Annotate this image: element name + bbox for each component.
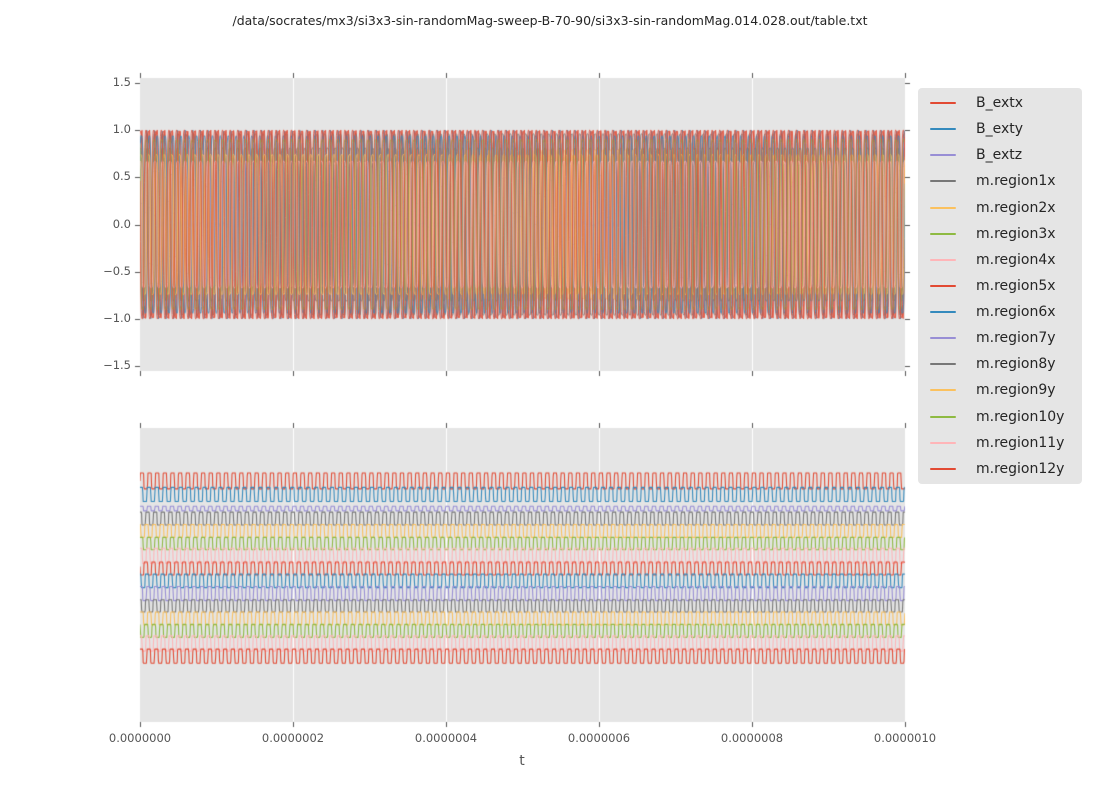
legend-line-sample [930,154,956,157]
legend-item: m.region4x [918,247,1082,273]
legend-item: m.region10y [918,404,1082,430]
legend-label: m.region8y [976,356,1056,373]
legend-item: B_extz [918,142,1082,168]
x-axis-label: t [519,753,525,769]
legend: B_extx B_exty B_extz m.region1x m.region2x m.… [918,88,1082,484]
legend-line-sample [930,467,956,470]
legend-line-sample [930,337,956,340]
legend-line-sample [930,311,956,314]
legend-line-sample [930,206,956,209]
legend-line-sample [930,415,956,418]
legend-line-sample [930,258,956,261]
legend-label: m.region2x [976,199,1056,216]
legend-item: m.region6x [918,299,1082,325]
legend-label: m.region4x [976,251,1056,268]
x-tick-label: 0.0000008 [720,731,784,745]
legend-label: m.region5x [976,277,1056,294]
legend-label: m.region3x [976,225,1056,242]
legend-item: m.region8y [918,351,1082,377]
legend-label: m.region11y [976,434,1065,451]
legend-label: B_exty [976,121,1024,138]
plot-title: /data/socrates/mx3/si3x3-sin-randomMag-s… [232,13,868,28]
legend-label: m.region12y [976,460,1065,477]
y-tick-label: 0.5 [112,169,131,184]
x-tick-label: 0.0000000 [108,731,172,745]
legend-item: m.region2x [918,195,1082,221]
legend-line-sample [930,389,956,392]
legend-label: B_extx [976,95,1024,112]
legend-label: m.region9y [976,382,1056,399]
legend-item: B_exty [918,116,1082,142]
y-tick-label: −1.0 [103,311,131,326]
legend-label: m.region6x [976,304,1056,321]
legend-line-sample [930,284,956,287]
legend-item: m.region1x [918,168,1082,194]
legend-label: m.region1x [976,173,1056,190]
legend-item: B_extx [918,90,1082,116]
x-tick-label: 0.0000006 [567,731,631,745]
legend-label: m.region7y [976,330,1056,347]
y-tick-label: 1.0 [112,121,131,136]
x-tick-label: 0.0000010 [873,731,937,745]
legend-line-sample [930,102,956,105]
legend-line-sample [930,232,956,235]
y-tick-label: 0.0 [112,216,131,231]
legend-item: m.region11y [918,430,1082,456]
legend-item: m.region5x [918,273,1082,299]
legend-item: m.region12y [918,456,1082,482]
y-tick-label: 1.5 [112,74,131,89]
legend-item: m.region3x [918,221,1082,247]
legend-label: m.region10y [976,408,1065,425]
x-tick-label: 0.0000004 [414,731,478,745]
legend-line-sample [930,128,956,131]
legend-line-sample [930,441,956,444]
legend-line-sample [930,363,956,366]
legend-item: m.region9y [918,377,1082,403]
x-tick-label: 0.0000002 [261,731,325,745]
legend-item: m.region7y [918,325,1082,351]
legend-line-sample [930,180,956,183]
y-tick-label: −1.5 [103,358,131,373]
y-tick-label: −0.5 [103,263,131,278]
legend-label: B_extz [976,147,1023,164]
